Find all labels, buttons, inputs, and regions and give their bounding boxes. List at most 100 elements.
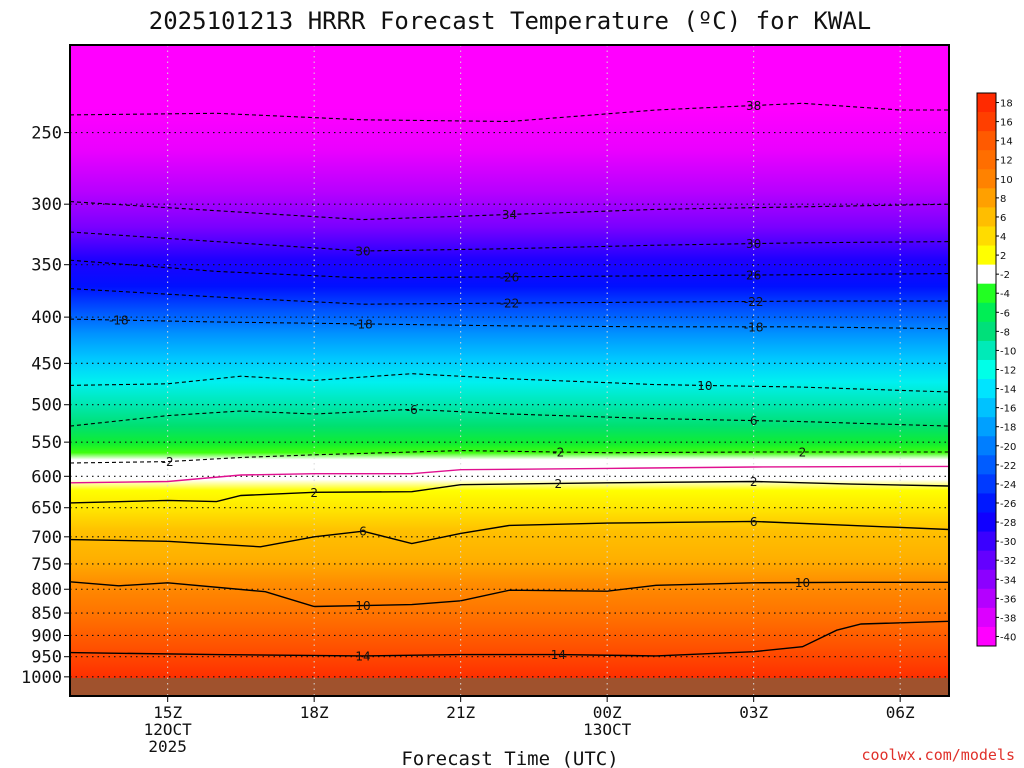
contour-label: -2: [162, 455, 174, 469]
colorbar-swatch: [977, 112, 996, 132]
contour-label: -22: [500, 297, 520, 311]
contour-label: -6: [406, 403, 418, 417]
colorbar-label: -38: [1000, 613, 1016, 624]
y-tick-label: 700: [31, 528, 62, 548]
y-tick-label: 950: [31, 648, 62, 668]
colorbar: 18 16 14 12 10 8 6 4 2 -2 -4 -6 -8 -10 -12 -14 -16 -18 -20…: [976, 92, 1016, 647]
y-tick-label: 250: [31, 124, 62, 144]
colorbar-swatch: [977, 379, 996, 399]
colorbar-swatch: [977, 207, 996, 227]
colorbar-label: 6: [1000, 213, 1006, 224]
x-tick-label: 15Z: [153, 703, 182, 722]
y-tick-label: 500: [31, 396, 62, 416]
x-tick-label: 21Z: [446, 703, 475, 722]
x-tick-label: 2025: [148, 737, 187, 756]
colorbar-label: 4: [1000, 232, 1006, 243]
y-axis: 2503003504004505005506006507007508008509…: [21, 124, 70, 688]
contour-2: [70, 480, 949, 504]
x-tick-label: 00Z: [593, 703, 622, 722]
contour-label: 10: [697, 379, 712, 393]
colorbar-swatch: [977, 302, 996, 323]
contour-label: 2: [799, 446, 807, 460]
colorbar-swatch: [977, 321, 996, 342]
colorbar-swatch: [977, 588, 996, 609]
colorbar-swatch: [977, 550, 996, 571]
x-tick-label: 12OCT: [144, 720, 193, 739]
colorbar-swatch: [977, 169, 996, 189]
below-ground-fill: [70, 678, 949, 696]
contour-label: 30: [355, 245, 370, 259]
contour-label: 38: [746, 99, 761, 113]
colorbar-label: -14: [1000, 385, 1016, 396]
y-tick-label: 450: [31, 354, 62, 374]
contour-label: 2: [555, 477, 563, 491]
contour-label: 10: [795, 576, 810, 590]
colorbar-swatch: [977, 340, 996, 361]
colorbar-swatch: [977, 531, 996, 552]
colorbar-swatch: [977, 512, 996, 532]
y-tick-label: 900: [31, 626, 62, 646]
y-tick-label: 400: [31, 308, 62, 328]
contour--6: [70, 408, 949, 427]
colorbar-swatch: [977, 474, 996, 494]
colorbar-swatch: [977, 131, 996, 151]
colorbar-label: 10: [1000, 175, 1013, 186]
colorbar-label: -8: [1000, 327, 1010, 338]
colorbar-label: -28: [1000, 518, 1016, 529]
contour-label: 30: [746, 237, 761, 251]
chart-title: 2025101213 HRRR Forecast Temperature (ºC…: [149, 7, 871, 35]
colorbar-label: -40: [1000, 632, 1016, 643]
contour-label: 6: [750, 515, 758, 529]
contour--38: [70, 102, 949, 123]
contour-label: 14: [551, 648, 566, 662]
x-axis-label: Forecast Time (UTC): [401, 748, 618, 768]
contour--10: [70, 373, 949, 393]
colorbar-swatch: [977, 283, 996, 304]
colorbar-label: -24: [1000, 480, 1016, 491]
contour-label: 34: [502, 208, 517, 222]
colorbar-swatch: [977, 150, 996, 170]
colorbar-label: -20: [1000, 442, 1016, 453]
colorbar-label: -16: [1000, 404, 1016, 415]
colorbar-label: -32: [1000, 556, 1016, 567]
grid-lines: [70, 45, 949, 696]
colorbar-swatch: [977, 493, 996, 513]
contour-lines: [70, 102, 949, 657]
colorbar-swatch: [977, 417, 996, 437]
contour-label: 2: [310, 486, 318, 500]
contour-label: -26: [500, 270, 520, 284]
contour-label: -18: [353, 317, 373, 331]
colorbar-frame: [976, 92, 997, 647]
y-tick-label: 850: [31, 604, 62, 624]
contour-label: 10: [355, 599, 370, 613]
contour-label: -18: [109, 314, 129, 328]
contour-6: [70, 520, 949, 548]
colorbar-swatch: [977, 359, 996, 380]
x-tick-label: 13OCT: [583, 720, 632, 739]
credit-text: coolwx.com/models: [861, 746, 1015, 764]
contour-10: [70, 581, 949, 608]
contour-label: 14: [355, 649, 370, 663]
plot-frame: [69, 44, 950, 697]
colorbar-swatch: [977, 188, 996, 208]
y-tick-label: 800: [31, 580, 62, 600]
colorbar-label: -6: [1000, 308, 1010, 319]
y-tick-label: 750: [31, 555, 62, 575]
colorbar-swatch: [977, 436, 996, 456]
colorbar-label: -18: [1000, 423, 1016, 434]
x-tick-label: 18Z: [300, 703, 329, 722]
y-tick-label: 350: [31, 256, 62, 276]
colorbar-label: 16: [1000, 118, 1013, 129]
temperature-field: [70, 45, 949, 696]
contour--2: [70, 450, 949, 464]
contour-14: [70, 620, 949, 657]
colorbar-label: -30: [1000, 537, 1016, 548]
contour-0: [70, 465, 949, 484]
colorbar-swatch: [977, 264, 996, 285]
colorbar-swatch: [977, 398, 996, 418]
colorbar-label: 14: [1000, 137, 1013, 148]
contour-label: 6: [750, 414, 758, 428]
contour-label: 6: [359, 525, 367, 539]
